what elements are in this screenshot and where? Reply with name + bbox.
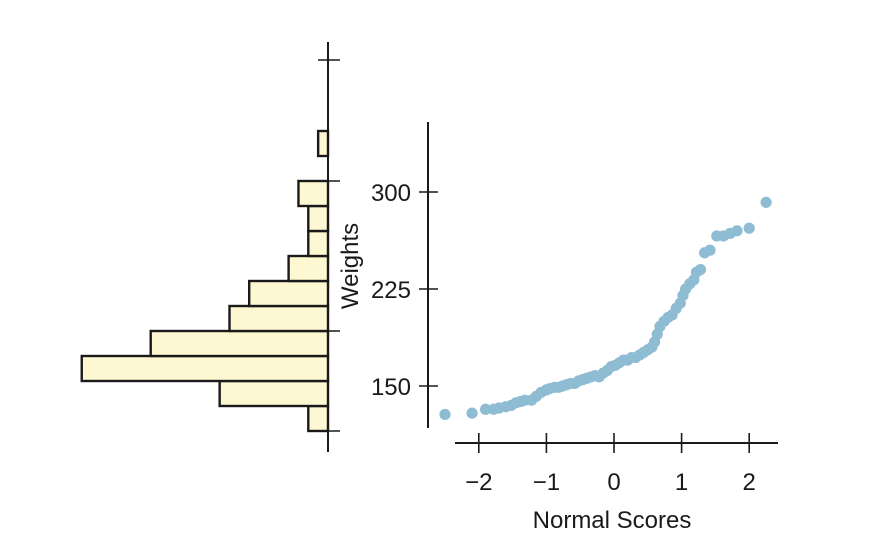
y-tick-label: 150 — [371, 374, 411, 401]
data-point — [479, 403, 492, 415]
x-tick-label: 2 — [743, 469, 756, 496]
data-point — [731, 225, 743, 237]
normal-probability-plot: 150 225 300 −2 −1 0 1 2 — [371, 122, 778, 496]
x-tick-label: 1 — [675, 469, 688, 496]
x-tick-label: −2 — [465, 469, 492, 496]
y-tick-label: 225 — [371, 277, 411, 304]
data-point — [704, 244, 716, 256]
data-point — [743, 222, 755, 234]
data-point — [694, 264, 707, 276]
histogram-bar — [287, 254, 330, 283]
data-point — [439, 408, 451, 421]
histogram-bar — [149, 329, 330, 358]
y-axis-label: Weights — [337, 223, 364, 309]
x-tick-label: 0 — [607, 469, 620, 496]
histogram-bar — [247, 279, 330, 308]
histogram-bar — [307, 204, 330, 233]
histogram-bar — [307, 229, 330, 258]
x-axis-label: Normal Scores — [533, 507, 692, 534]
histogram-bar — [80, 354, 330, 383]
data-point — [760, 196, 772, 208]
histogram-bar — [307, 404, 330, 433]
y-tick-label: 300 — [371, 180, 411, 207]
histogram-bar — [228, 304, 330, 333]
histogram-bar — [218, 379, 330, 408]
histogram-bar — [316, 129, 330, 158]
x-tick-label: −1 — [533, 469, 560, 496]
histogram-bar — [297, 179, 330, 208]
data-point — [466, 407, 478, 419]
weights-histogram — [80, 42, 340, 452]
